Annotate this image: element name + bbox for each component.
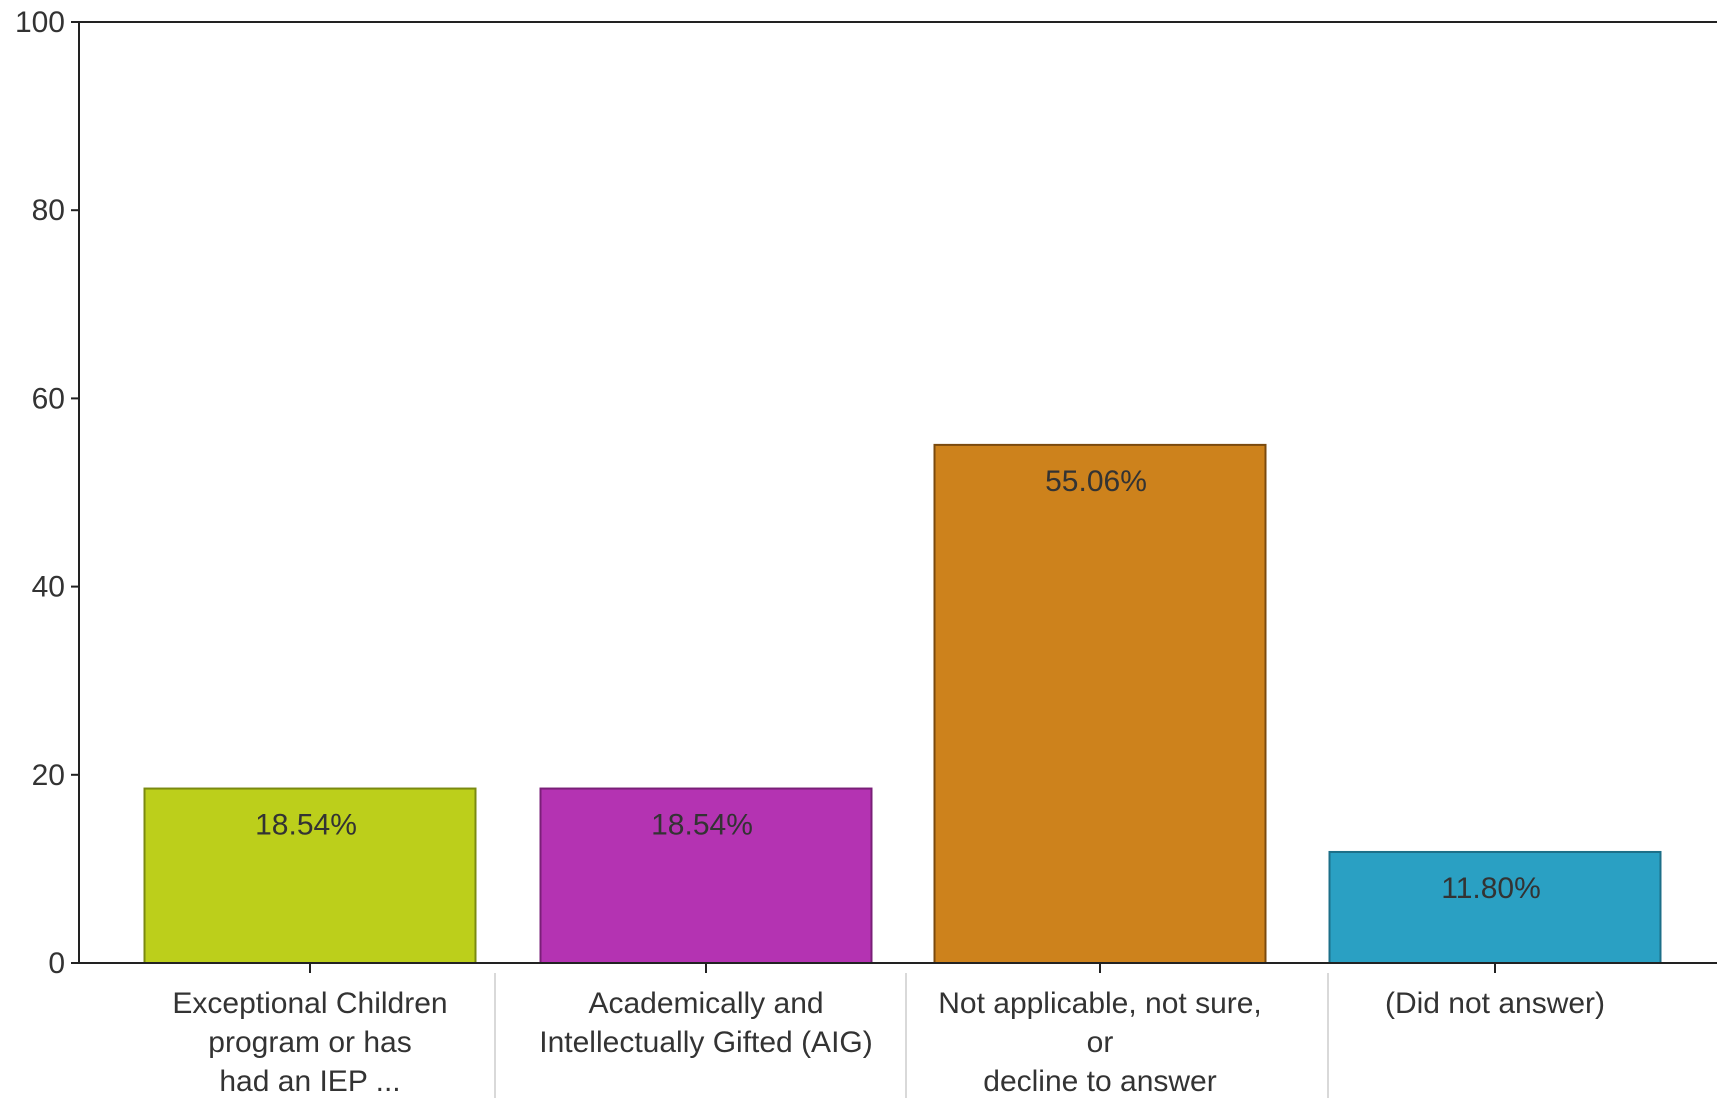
data-labels: 18.54% 18.54% 55.06% 11.80% xyxy=(255,465,1541,905)
x-category-label-line: decline to answer xyxy=(983,1065,1216,1098)
bar xyxy=(933,443,1267,965)
y-tick-label: 40 xyxy=(32,571,65,604)
category-separators xyxy=(494,973,1329,1098)
bars xyxy=(143,443,1662,965)
x-category-label-line: Exceptional Children xyxy=(172,987,447,1020)
x-category-label-line: program or has xyxy=(208,1026,411,1059)
x-category-label: (Did not answer) xyxy=(1385,987,1605,1020)
x-category-label: Exceptional Children program or has had an… xyxy=(172,987,447,1098)
bar-value-label: 18.54% xyxy=(255,809,357,842)
y-tick-label: 80 xyxy=(32,194,65,227)
x-category-label-line: Intellectually Gifted (AIG) xyxy=(539,1026,872,1059)
y-tick-label: 20 xyxy=(32,759,65,792)
x-category-label-line: (Did not answer) xyxy=(1385,987,1605,1020)
bar xyxy=(143,787,477,964)
y-tick-label: 60 xyxy=(32,382,65,415)
bar xyxy=(1328,850,1662,964)
x-category-label-line: Not applicable, not sure, xyxy=(938,987,1262,1020)
bar-value-label: 55.06% xyxy=(1045,465,1147,498)
y-tick-label: 0 xyxy=(48,947,65,980)
x-category-label-line: had an IEP ... xyxy=(219,1065,400,1098)
x-category-label-line: or xyxy=(1087,1026,1114,1059)
x-category-label: Not applicable, not sure, or decline to an… xyxy=(938,987,1262,1098)
x-axis-ticks xyxy=(309,963,1496,973)
bar-value-label: 18.54% xyxy=(651,809,753,842)
x-category-label: Academically and Intellectually Gifted (A… xyxy=(539,987,872,1059)
y-tick-label: 100 xyxy=(15,6,65,39)
x-axis-labels: Exceptional Children program or has had an… xyxy=(172,987,1605,1098)
x-category-label-line: Academically and xyxy=(588,987,823,1020)
y-axis-ticks: 0 20 40 60 80 100 xyxy=(15,6,79,980)
bar xyxy=(539,787,873,964)
bar-value-label: 11.80% xyxy=(1441,872,1541,905)
